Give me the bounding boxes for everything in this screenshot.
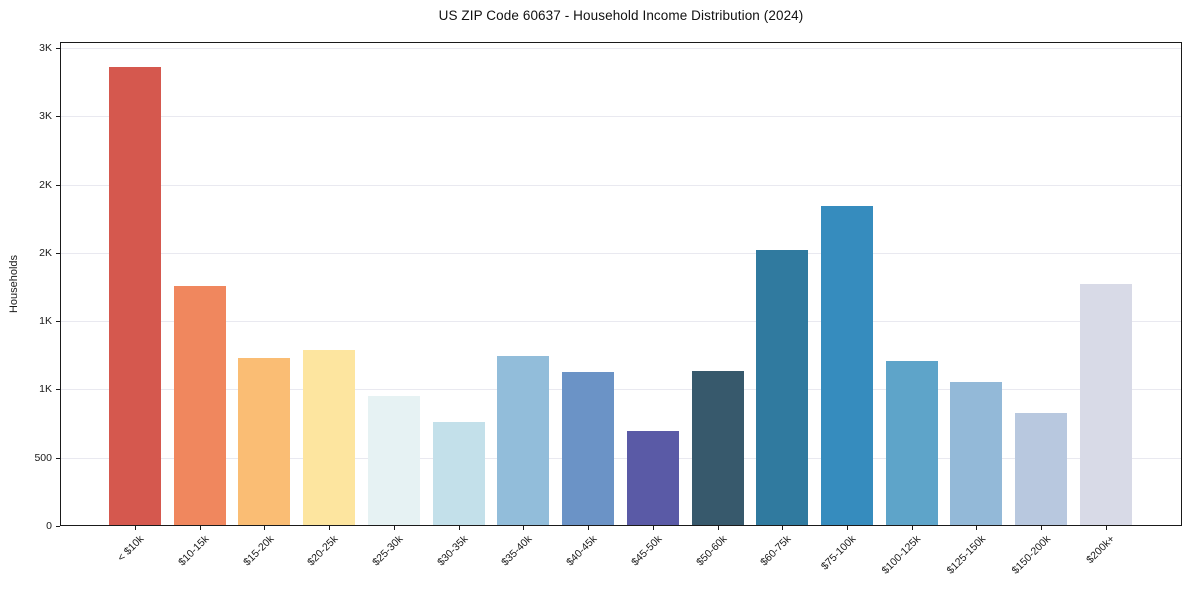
y-tick-mark	[56, 252, 60, 254]
bar-40-45k	[562, 372, 615, 525]
y-tick-label: 500	[34, 451, 52, 464]
x-tick-mark	[588, 526, 590, 530]
y-tick-label: 0	[46, 520, 52, 532]
y-tick-mark	[56, 457, 60, 459]
x-tick-label: $10-15k	[175, 533, 212, 569]
bar-100-125k	[885, 361, 938, 525]
y-tick-label: 1K	[39, 383, 52, 396]
y-tick-mark	[56, 184, 60, 186]
y-tick-label: 2K	[39, 178, 52, 191]
x-tick-mark	[264, 526, 266, 530]
plot-area	[60, 42, 1182, 526]
x-tick-mark	[523, 526, 525, 530]
x-tick-mark	[329, 526, 331, 530]
y-tick-mark	[56, 48, 60, 49]
gridline	[61, 389, 1181, 391]
bar-200k	[1079, 284, 1132, 525]
x-tick-label: $125-150k	[944, 533, 988, 577]
gridline	[61, 457, 1181, 459]
x-tick-mark	[1041, 526, 1043, 530]
bar-35-40k	[497, 356, 550, 525]
x-tick-mark	[717, 526, 719, 530]
x-tick-label: $60-75k	[758, 533, 794, 569]
bar-30-35k	[432, 422, 485, 525]
gridline	[61, 252, 1181, 254]
chart-title: US ZIP Code 60637 - Household Income Dis…	[438, 8, 804, 23]
x-tick-label: < $10k	[115, 533, 147, 564]
x-tick-mark	[135, 526, 136, 530]
bar-15-20k	[238, 358, 291, 525]
y-tick-label: 3K	[39, 42, 52, 54]
x-tick-label: $150-200k	[1009, 533, 1053, 577]
x-tick-label: $200k+	[1084, 533, 1118, 567]
y-tick-label: 1K	[39, 315, 52, 328]
x-tick-mark	[911, 526, 913, 530]
y-tick-mark	[56, 116, 60, 118]
y-tick-mark	[56, 389, 60, 391]
y-tick-label: 3K	[39, 110, 52, 123]
bar-20-25k	[303, 350, 356, 525]
bar-25-30k	[367, 396, 420, 525]
bar-45-50k	[626, 431, 679, 525]
x-tick-mark	[652, 526, 654, 530]
x-tick-label: $75-100k	[819, 533, 859, 573]
x-tick-mark	[199, 526, 201, 530]
y-tick-label: 2K	[39, 246, 52, 259]
bar-125-150k	[950, 382, 1003, 525]
bar-50-60k	[691, 371, 744, 525]
x-tick-label: $20-25k	[305, 533, 341, 569]
x-tick-label: $25-30k	[370, 533, 406, 569]
gridline	[61, 116, 1181, 118]
bar-10k	[109, 67, 161, 525]
x-tick-mark	[393, 526, 395, 530]
x-tick-mark	[1105, 526, 1107, 530]
gridline	[61, 184, 1181, 186]
x-tick-label: $100-125k	[879, 533, 924, 577]
y-tick-mark	[56, 526, 60, 527]
x-tick-mark	[782, 526, 784, 530]
y-tick-mark	[56, 321, 60, 323]
bar-60-75k	[756, 250, 809, 525]
bar-10-15k	[173, 286, 226, 525]
x-tick-label: $45-50k	[629, 533, 665, 569]
x-tick-label: $35-40k	[499, 533, 535, 569]
bar-75-100k	[821, 206, 874, 525]
x-tick-mark	[847, 526, 849, 530]
gridline	[61, 321, 1181, 323]
x-tick-mark	[976, 526, 978, 530]
x-tick-label: $40-45k	[564, 533, 600, 569]
x-tick-label: $50-60k	[693, 533, 730, 569]
bar-150-200k	[1015, 413, 1068, 525]
x-tick-label: $15-20k	[240, 533, 276, 569]
x-tick-label: $30-35k	[434, 533, 471, 569]
x-tick-mark	[458, 526, 460, 530]
gridline	[61, 48, 1181, 49]
